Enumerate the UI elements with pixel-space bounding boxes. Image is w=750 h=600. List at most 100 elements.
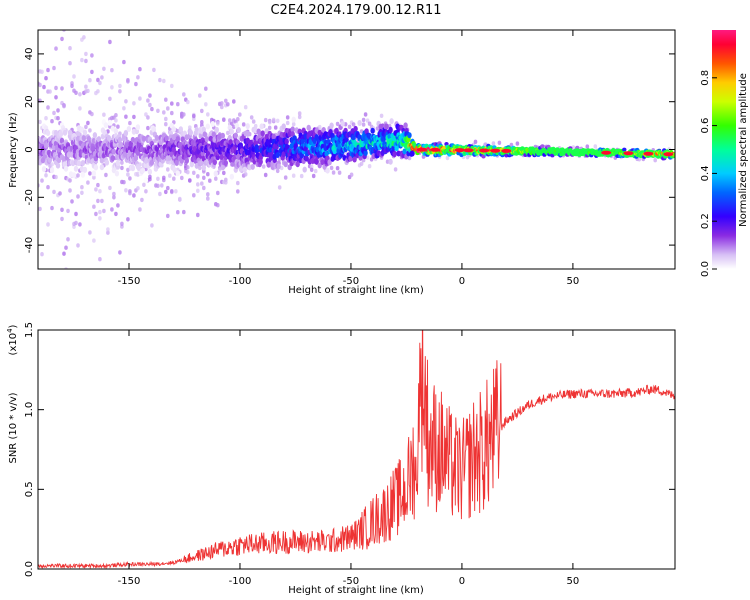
- spectrogram-cell: [637, 157, 642, 162]
- spectrogram-cell: [317, 124, 322, 130]
- spectrogram-cell: [329, 165, 334, 171]
- spectrogram-cell: [120, 160, 124, 165]
- spectrogram-cell: [76, 194, 80, 199]
- spectrogram-cell: [56, 108, 60, 113]
- spectrogram-cell: [102, 112, 106, 117]
- spectrogram-cell: [206, 112, 210, 117]
- snr-y-tick-label: 1.0: [24, 402, 35, 418]
- spectrogram-cell: [281, 123, 286, 130]
- spectrogram-cell: [222, 117, 226, 123]
- spectrogram-cell: [229, 128, 234, 135]
- spectrogram-cell: [55, 162, 61, 169]
- spectrogram-x-tick-label: -150: [118, 276, 141, 287]
- spectrogram-cell: [211, 131, 216, 138]
- spectrogram-cell: [124, 99, 128, 104]
- spectrogram-cell: [126, 217, 130, 222]
- spectrogram-cell: [44, 76, 48, 81]
- spectrogram-cell: [136, 75, 140, 80]
- spectrogram-cell: [38, 119, 42, 125]
- spectrogram-cell: [96, 198, 100, 204]
- spectrogram-cell: [78, 106, 82, 111]
- spectrogram-cell: [136, 165, 142, 172]
- spectrogram-cell: [80, 185, 84, 190]
- snr-series-line: [38, 330, 675, 569]
- spectrogram-cell: [106, 230, 110, 235]
- spectrogram-cell: [291, 116, 296, 123]
- spectrogram-cell: [60, 207, 64, 212]
- spectrogram-cell: [200, 181, 204, 186]
- spectrogram-x-tick-label: -100: [229, 276, 252, 287]
- spectrogram-cell: [132, 114, 136, 120]
- spectrogram-cell: [84, 58, 88, 64]
- spectrogram-cell: [261, 164, 266, 169]
- spectrogram-cell: [291, 122, 296, 127]
- spectrogram-plot: -150 -100 -50 0 50 -40 -20 0 20 40 Height of str…: [8, 29, 676, 296]
- spectrogram-cell: [208, 178, 212, 183]
- spectrogram-cell: [74, 220, 78, 226]
- spectrogram-cell: [271, 117, 276, 123]
- spectrogram-cell: [170, 83, 174, 89]
- snr-marks: [38, 330, 675, 569]
- spectrogram-cell: [192, 113, 196, 119]
- colorbar: 0.0 0.2 0.4 0.6 0.8 Normalized spectral ampl…: [700, 30, 749, 277]
- spectrogram-cell: [138, 96, 142, 101]
- spectrogram-cell: [100, 198, 104, 204]
- colorbar-tick-label: 0.6: [700, 118, 711, 134]
- spectrogram-cell: [54, 85, 58, 91]
- spectrogram-cell: [96, 136, 102, 143]
- spectrogram-cell: [98, 209, 102, 215]
- spectrogram-cell: [216, 190, 220, 196]
- spectrogram-cell: [123, 130, 129, 137]
- spectrogram-cell: [363, 150, 368, 156]
- spectrogram-cell: [104, 172, 108, 178]
- spectrogram-cell: [68, 178, 72, 183]
- spectrogram-cell: [199, 160, 204, 166]
- spectrogram-cell: [385, 159, 390, 164]
- spectrogram-cell: [98, 257, 102, 262]
- spectrogram-cell: [285, 115, 290, 120]
- spectrogram-cell: [361, 122, 366, 127]
- spectrogram-cell: [86, 88, 90, 94]
- spectrogram-cell: [497, 140, 502, 145]
- spectrogram-cell: [76, 173, 80, 178]
- spectrogram-cell: [365, 118, 370, 123]
- spectrogram-cell: [175, 136, 180, 143]
- spectrogram-cell: [473, 139, 478, 144]
- spectrogram-cell: [75, 130, 81, 137]
- spectrogram-cell: [66, 237, 70, 242]
- spectrogram-cell: [234, 122, 239, 129]
- spectrogram-cell: [54, 174, 58, 180]
- snr-x-tick-label: -100: [229, 576, 252, 587]
- spectrogram-cell: [168, 173, 172, 178]
- spectrogram-cell: [182, 112, 186, 117]
- colorbar-ticks: 0.0 0.2 0.4 0.6 0.8: [700, 70, 717, 277]
- spectrogram-cell: [56, 116, 60, 121]
- spectrogram-cell: [178, 196, 182, 202]
- spectrogram-cell: [220, 101, 224, 106]
- spectrogram-cell: [91, 170, 97, 177]
- spectrogram-cell: [120, 221, 124, 226]
- spectrogram-cell: [218, 167, 222, 172]
- snr-x-tick-label: 50: [567, 576, 580, 587]
- spectrogram-cell: [142, 182, 146, 187]
- spectrogram-cell: [115, 160, 121, 167]
- colorbar-tick-label: 0.4: [700, 165, 711, 181]
- spectrogram-cell: [359, 161, 364, 166]
- spectrogram-cell: [236, 127, 241, 133]
- spectrogram-cell: [62, 104, 66, 109]
- spectrogram-cell: [170, 189, 174, 194]
- spectrogram-peak: [663, 152, 674, 157]
- spectrogram-cell: [276, 163, 281, 170]
- spectrogram-cell: [86, 180, 90, 185]
- spectrogram-cell: [164, 122, 168, 127]
- spectrogram-cell: [172, 167, 177, 174]
- spectrogram-cell: [92, 238, 96, 243]
- spectrogram-x-tick-label: 50: [567, 276, 580, 287]
- spectrogram-cell: [192, 193, 196, 198]
- figure-title: C2E4.2024.179.00.12.R11: [270, 3, 441, 18]
- spectrogram-cell: [72, 74, 76, 79]
- spectrogram-cell: [317, 162, 322, 169]
- spectrogram-cell: [88, 78, 92, 83]
- spectrogram-cell: [266, 161, 271, 168]
